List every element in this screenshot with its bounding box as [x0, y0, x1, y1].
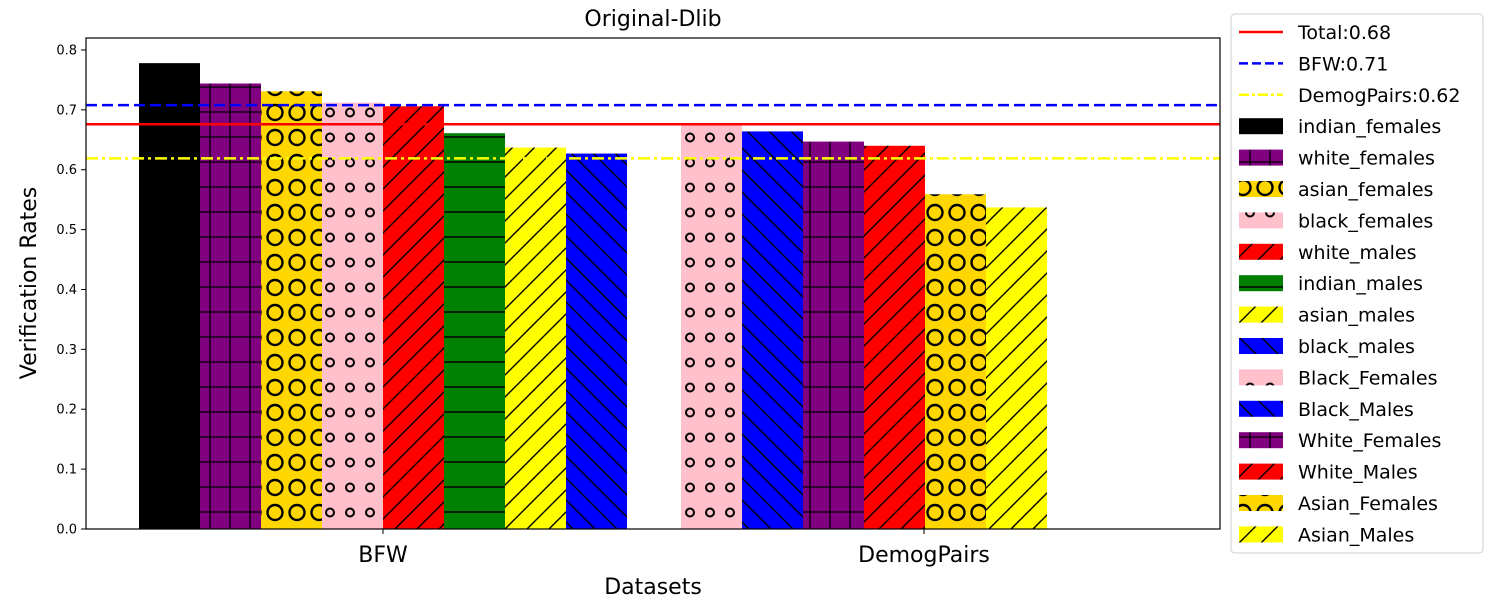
y-tick-label: 0.8 — [56, 43, 77, 58]
bars-layer — [139, 63, 1047, 530]
legend-swatch-black-males — [1239, 400, 1283, 417]
y-tick-label: 0.3 — [56, 343, 77, 358]
legend-label-black-females: Black_Females — [1298, 367, 1438, 389]
legend-swatch-white-females — [1239, 149, 1283, 166]
legend-swatch-black-females — [1239, 369, 1283, 386]
y-tick-label: 0.6 — [56, 163, 77, 178]
legend-label-white-males: White_Males — [1298, 462, 1418, 484]
bar-black-females — [681, 124, 742, 529]
x-tick-label-demogpairs: DemogPairs — [858, 543, 990, 568]
legend-label-asian-females: Asian_Females — [1298, 493, 1438, 515]
legend-label-black-males: Black_Males — [1298, 399, 1414, 421]
bar-black-males — [566, 153, 627, 529]
legend-label-white-females: white_females — [1298, 148, 1435, 170]
legend-label-indian-males: indian_males — [1298, 273, 1423, 295]
bar-indian-females — [139, 63, 200, 530]
legend-label-total: Total:0.68 — [1297, 22, 1391, 44]
legend-label-asian-males: asian_males — [1298, 305, 1415, 327]
x-axis-title: Datasets — [604, 575, 702, 600]
y-axis-title: Verification Rates — [17, 187, 42, 380]
legend-swatch-asian-females — [1239, 495, 1283, 511]
legend-label-white-males: white_males — [1298, 242, 1417, 264]
legend-swatch-black-males — [1239, 338, 1283, 354]
bar-black-females — [322, 102, 383, 530]
x-tick-label-bfw: BFW — [358, 543, 408, 568]
y-tick-label: 0.2 — [56, 403, 77, 418]
legend-label-black-males: black_males — [1298, 336, 1415, 358]
legend-label-bfw: BFW:0.71 — [1298, 53, 1388, 75]
bar-white-males — [864, 145, 925, 529]
legend-label-black-females: black_females — [1298, 210, 1433, 232]
bar-black-males — [742, 131, 803, 529]
bar-white-females — [200, 83, 261, 529]
legend-swatch-asian-males — [1239, 526, 1283, 543]
bar-white-males — [383, 106, 444, 529]
legend-box — [1230, 13, 1484, 554]
plot-area-frame — [85, 37, 1221, 530]
legend-label-indian-females: indian_females — [1298, 116, 1441, 138]
bar-indian-males — [444, 133, 505, 529]
chart-title: Original-Dlib — [584, 7, 721, 32]
bar-white-females — [803, 141, 864, 529]
y-axis: 0.0 0.1 0.2 0.3 0.4 0.5 0.6 0.7 0.8 — [56, 43, 86, 538]
y-tick-label: 0.0 — [56, 523, 77, 538]
legend-swatch-white-females — [1239, 432, 1283, 449]
y-tick-label: 0.1 — [56, 463, 77, 478]
y-tick-label: 0.5 — [56, 223, 77, 238]
legend-swatch-black-females — [1239, 212, 1283, 229]
legend: Total:0.68 BFW:0.71 DemogPairs:0.62 indian_… — [1230, 13, 1484, 554]
legend-swatch-indian-males — [1239, 275, 1283, 292]
bar-asian-males — [505, 147, 566, 529]
legend-label-demogpairs: DemogPairs:0.62 — [1298, 85, 1460, 107]
y-tick-label: 0.7 — [56, 103, 77, 118]
reference-lines-layer — [86, 103, 1220, 160]
legend-swatch-white-males — [1239, 243, 1283, 260]
legend-label-asian-females: asian_females — [1298, 179, 1433, 201]
legend-label-white-females: White_Females — [1298, 430, 1441, 452]
bar-asian-females — [261, 91, 322, 529]
legend-swatch-asian-females — [1239, 181, 1283, 197]
legend-swatch-white-males — [1239, 463, 1283, 480]
bar-asian-males — [986, 207, 1047, 529]
y-tick-label: 0.4 — [56, 283, 77, 298]
legend-label-asian-males: Asian_Males — [1298, 524, 1414, 546]
legend-swatch-indian-females — [1239, 118, 1283, 135]
legend-swatch-asian-males — [1239, 306, 1283, 323]
x-axis: BFW DemogPairs — [358, 529, 990, 568]
bar-asian-females — [925, 194, 986, 529]
